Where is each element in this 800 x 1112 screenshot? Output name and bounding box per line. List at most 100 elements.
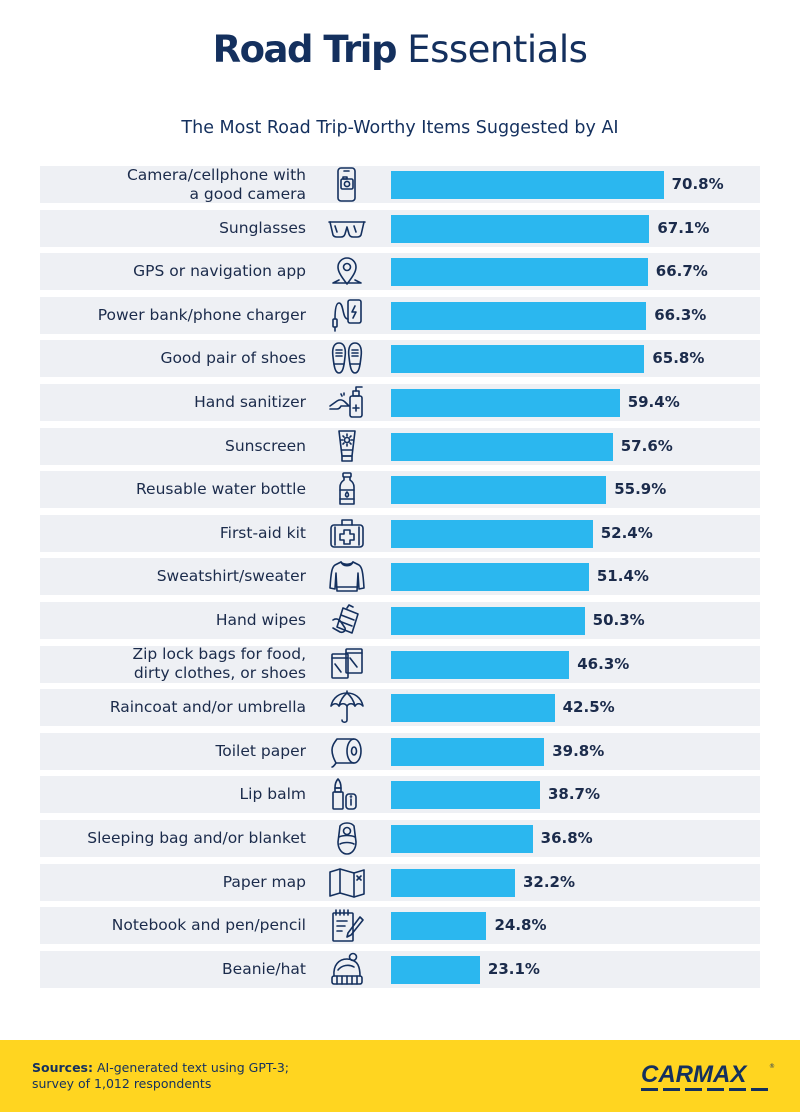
value-label: 51.4% [596,567,649,586]
category-label: GPS or navigation app [133,262,306,281]
value-label: 36.8% [540,829,593,847]
value-label: 67.1% [657,218,710,237]
category-label: First-aid kit [219,523,306,542]
category-label: Toilet paper [215,741,306,760]
camera-phone-icon [327,166,367,203]
bar-row: Power bank/phone charger 66.3% [40,296,760,341]
bar [391,650,570,679]
paper-map-icon [327,864,367,901]
bar [391,955,480,984]
value-label: 59.4% [627,393,680,411]
value-label: 66.3% [654,305,707,324]
bar-row: Toilet paper 39.8% [40,732,760,777]
zip-bags-icon [327,646,367,683]
bar [391,171,664,199]
power-bank-icon [327,297,367,334]
category-label: Beanie/hat [222,959,306,978]
category-label: Sunglasses [219,218,306,237]
title-bold: Road Trip [212,28,398,71]
category-label: Paper map [222,872,306,891]
bar [391,563,589,592]
sweatshirt-icon [327,558,367,595]
lip-balm-icon [327,776,367,813]
umbrella-icon [327,689,367,726]
bar [391,825,533,853]
category-label: Power bank/phone charger [97,305,306,324]
category-label: Sunscreen [224,436,306,455]
bar-row: First-aid kit 52.4% [40,514,760,559]
category-label: Hand wipes [215,611,306,629]
first-aid-kit-icon [327,515,367,552]
bar [391,301,647,330]
title-light: Essentials [407,28,588,71]
bar [391,737,545,766]
sunscreen-icon [327,428,367,465]
value-label: 65.8% [652,349,705,368]
bar-row: Camera/cellphone with a good camera 70.8% [40,166,760,210]
sunglasses-icon [327,210,367,247]
sources-text: AI-generated text using GPT-3; survey of … [32,1060,290,1091]
category-label: Notebook and pen/pencil [111,916,306,935]
value-label: 24.8% [494,916,547,935]
category-label: Hand sanitizer [194,393,306,411]
bar-row: Beanie/hat 23.1% [40,950,760,995]
bar [391,258,648,287]
category-label: Raincoat and/or umbrella [109,698,306,717]
bar-row: GPS or navigation app 66.7% [40,253,760,297]
bar [391,476,607,505]
toilet-paper-icon [327,733,367,770]
value-label: 57.6% [620,436,673,455]
bar [391,781,540,810]
footer: Sources: AI-generated text using GPT-3; s… [0,1040,800,1112]
bar [391,607,585,635]
carmax-logo-text: CARMAX [641,1061,748,1088]
value-label: 46.3% [577,654,630,673]
water-bottle-icon [327,471,367,508]
bar [391,694,555,723]
sleeping-bag-icon [327,820,367,857]
hand-wipes-icon [327,602,367,639]
value-label: 42.5% [562,698,615,717]
bar [391,389,620,417]
shoes-icon [327,340,367,377]
value-label: 70.8% [671,175,724,193]
bar-row: Good pair of shoes 65.8% [40,340,760,384]
beanie-icon [327,951,367,988]
page-title: Road Trip Essentials [0,28,800,71]
bar-row: Sweatshirt/sweater 51.4% [40,558,760,602]
category-label: Zip lock bags for food, dirty clothes, o… [132,645,306,683]
bar [391,912,487,941]
bar-row: Sunglasses 67.1% [40,209,760,254]
category-label: Sweatshirt/sweater [156,567,306,586]
category-label: Good pair of shoes [160,349,306,368]
category-label: Reusable water bottle [135,480,306,499]
bar-row: Sunscreen 57.6% [40,427,760,472]
sources-note: Sources: AI-generated text using GPT-3; s… [32,1060,289,1092]
value-label: 66.7% [655,262,708,281]
bar [391,432,613,461]
value-label: 39.8% [552,741,605,760]
value-label: 23.1% [487,959,540,978]
value-label: 55.9% [614,480,667,499]
bar [391,868,515,897]
bar-row: Zip lock bags for food, dirty clothes, o… [40,645,760,690]
carmax-logo: CARMAX ® [641,1061,775,1091]
category-label: Lip balm [239,785,306,804]
category-label: Camera/cellphone with a good camera [126,165,306,203]
svg-text:®: ® [769,1063,775,1070]
bar-row: Paper map 32.2% [40,863,760,908]
bar-row: Raincoat and/or umbrella 42.5% [40,689,760,733]
value-label: 50.3% [592,611,645,629]
sources-label: Sources: [32,1060,93,1075]
map-pin-icon [327,253,367,290]
bar-row: Hand wipes 50.3% [40,602,760,646]
hand-sanitizer-icon [327,384,367,421]
bar [391,345,645,374]
bar-row: Sleeping bag and/or blanket 36.8% [40,820,760,864]
value-label: 32.2% [522,872,576,891]
bar-row: Lip balm 38.7% [40,776,760,820]
bar-row: Notebook and pen/pencil 24.8% [40,907,760,951]
bar-row: Reusable water bottle 55.9% [40,471,760,515]
chart-subtitle: The Most Road Trip-Worthy Items Suggeste… [181,118,619,138]
bar [391,214,650,243]
